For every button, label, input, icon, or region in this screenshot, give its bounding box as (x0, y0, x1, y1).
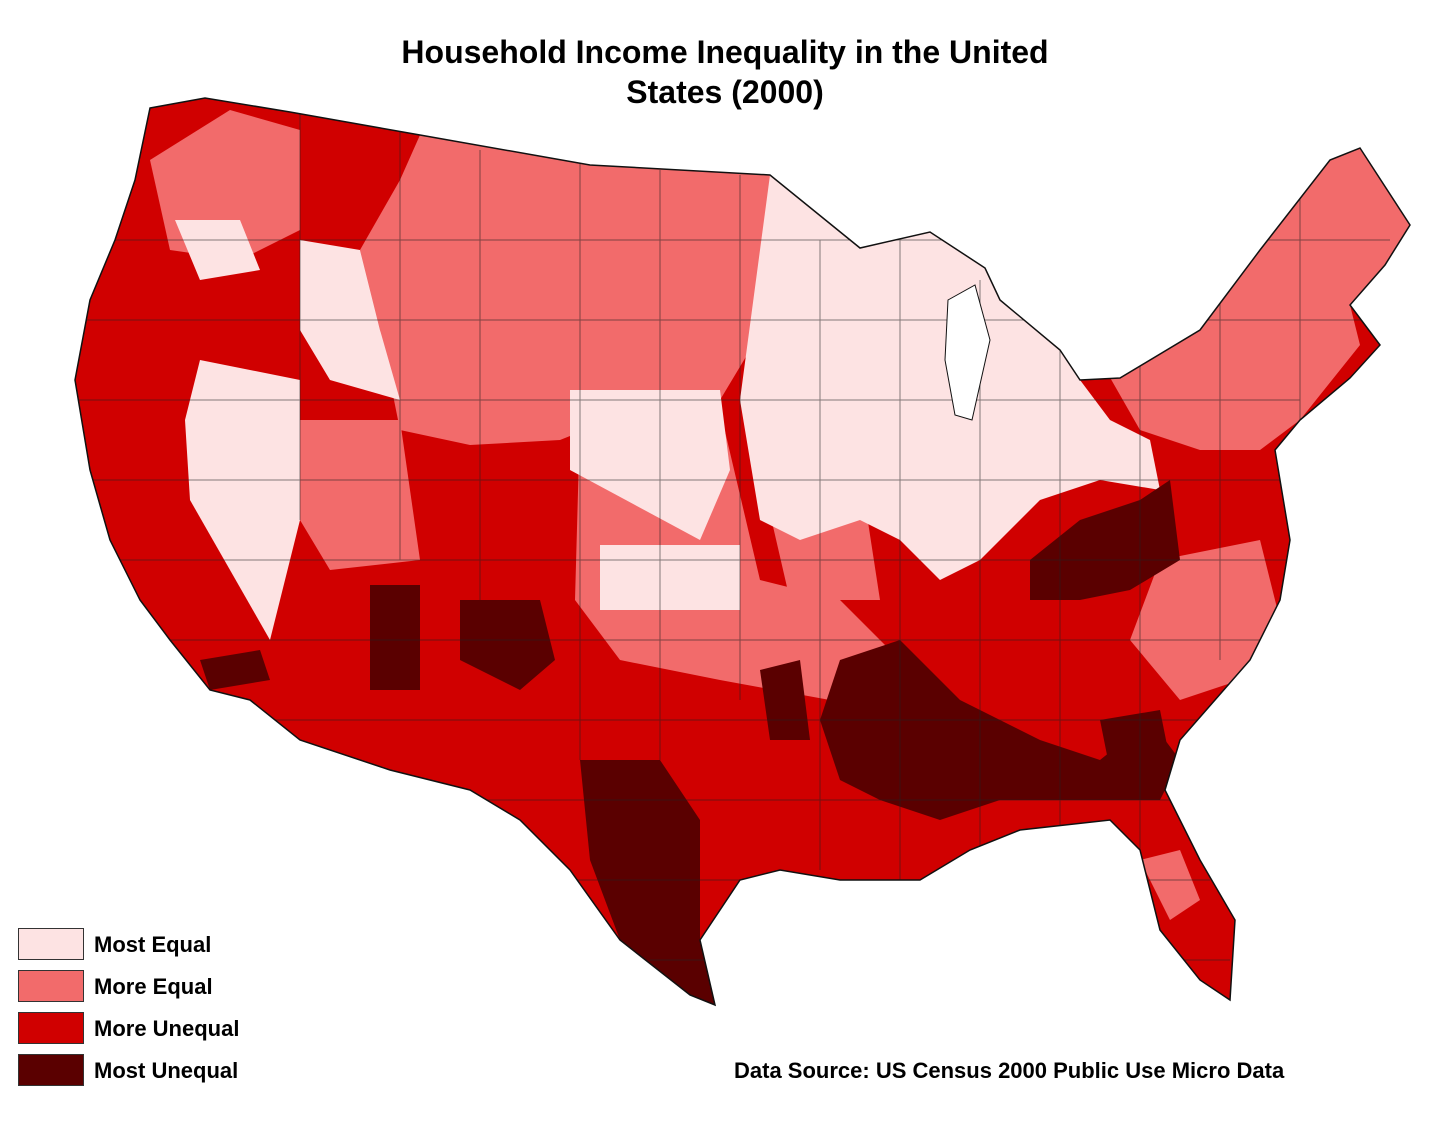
region-kansas (600, 545, 740, 610)
legend-swatch-most-equal (18, 928, 84, 960)
title-text: Household Income Inequality in the Unite… (369, 32, 1081, 112)
legend-swatch-more-unequal (18, 1012, 84, 1044)
region-southern-california (200, 650, 270, 690)
region-new-mexico-east (460, 600, 555, 690)
region-northwest-plains (360, 135, 780, 445)
most-unequal-regions (200, 480, 1180, 1005)
region-oregon-central (175, 220, 260, 280)
legend-label-most-unequal: Most Unequal (94, 1058, 239, 1083)
region-mid-atlantic (1130, 540, 1280, 700)
us-outline (74, 97, 1411, 1007)
region-nebraska (570, 390, 730, 540)
region-utah (290, 420, 420, 570)
data-source: Data Source: US Census 2000 Public Use M… (734, 1058, 1285, 1083)
region-appalachia (1030, 480, 1180, 600)
lake-michigan (944, 284, 991, 421)
region-south-texas (580, 760, 715, 1005)
region-nevada (185, 360, 300, 640)
map-title: Household Income Inequality in the Unite… (0, 32, 1450, 112)
legend-label-most-equal: Most Equal (94, 932, 212, 957)
legend-swatch-most-unequal (18, 1054, 84, 1086)
region-georgia-south (1100, 710, 1170, 770)
region-florida-mid (1140, 850, 1200, 920)
region-deep-south (820, 640, 1180, 820)
region-new-mexico-north (370, 585, 420, 690)
region-northeast (1100, 148, 1410, 450)
legend-swatch-more-equal (18, 970, 84, 1002)
legend-label-more-unequal: More Unequal (94, 1016, 240, 1041)
region-borders (75, 110, 1390, 961)
legend-label-more-equal: More Equal (94, 974, 213, 999)
